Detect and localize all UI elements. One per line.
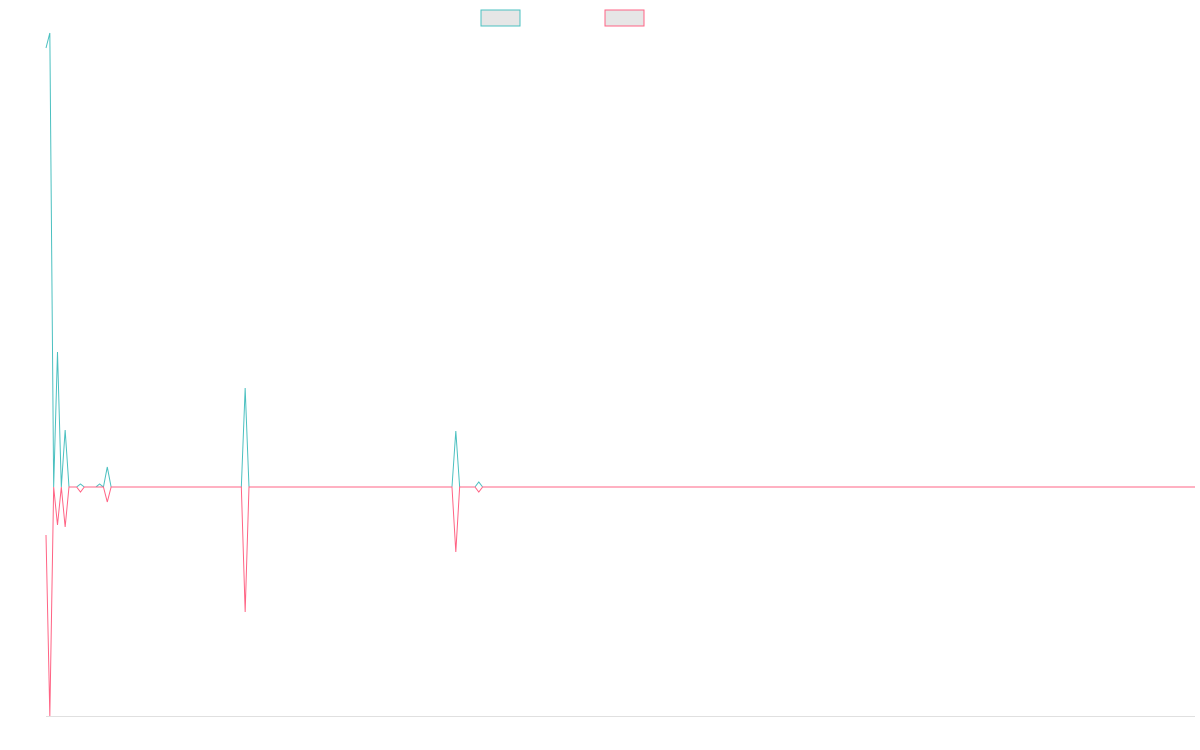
series-line [45, 32, 1195, 488]
legend-swatch [480, 9, 521, 27]
series-line [45, 486, 1195, 717]
legend-swatch [604, 9, 645, 27]
